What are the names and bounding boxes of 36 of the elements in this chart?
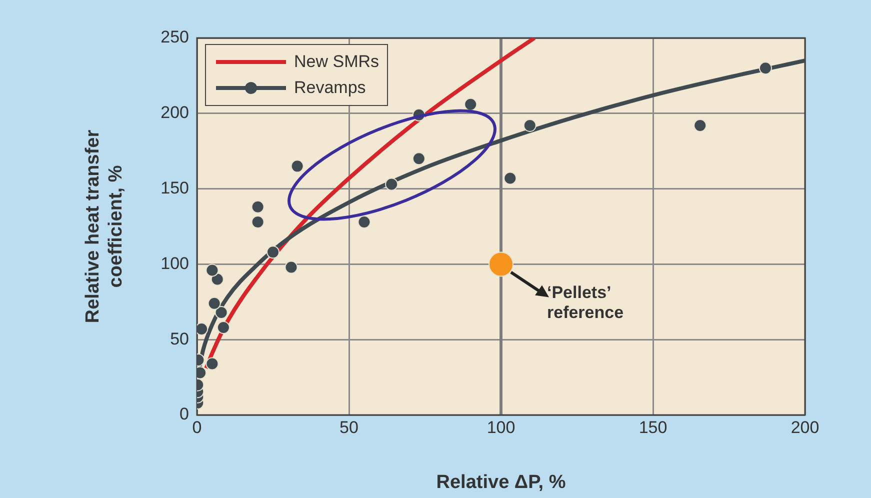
y-tick-label: 250	[160, 28, 189, 47]
point	[210, 272, 224, 286]
point	[206, 357, 219, 370]
point	[216, 321, 230, 334]
y-tick-label: 100	[160, 254, 189, 273]
point	[284, 260, 298, 274]
annotation: ‘Pellets’ reference	[547, 283, 624, 322]
point	[251, 215, 264, 228]
y-tick-label: 0	[180, 404, 189, 424]
point	[412, 152, 426, 166]
x-axis-title: Relative ΔP, %	[436, 472, 566, 493]
x-tick-label: 100	[486, 418, 516, 437]
y-tick-label: 50	[170, 329, 189, 348]
point	[214, 306, 228, 319]
point	[290, 160, 304, 173]
y-tick-label: 200	[160, 103, 189, 122]
x-tick-label: 200	[790, 418, 820, 437]
x-tick-label: 50	[340, 418, 358, 437]
point	[758, 62, 772, 75]
point	[358, 215, 371, 228]
point	[464, 98, 478, 111]
x-tick-label: 150	[638, 418, 668, 437]
point	[488, 252, 514, 277]
legend-label: Revamps	[294, 78, 366, 98]
point	[206, 264, 219, 277]
y-tick-label: 150	[160, 178, 189, 198]
x-tick-label: 0	[192, 418, 202, 437]
point	[208, 296, 221, 310]
point	[523, 118, 536, 132]
point	[266, 246, 280, 259]
point	[385, 178, 398, 191]
y-axis-title: Relative heat transfer coefficient, %	[82, 129, 126, 324]
point	[504, 172, 517, 185]
point	[251, 200, 264, 214]
legend-label: New SMRs	[294, 52, 380, 72]
point	[694, 118, 707, 132]
